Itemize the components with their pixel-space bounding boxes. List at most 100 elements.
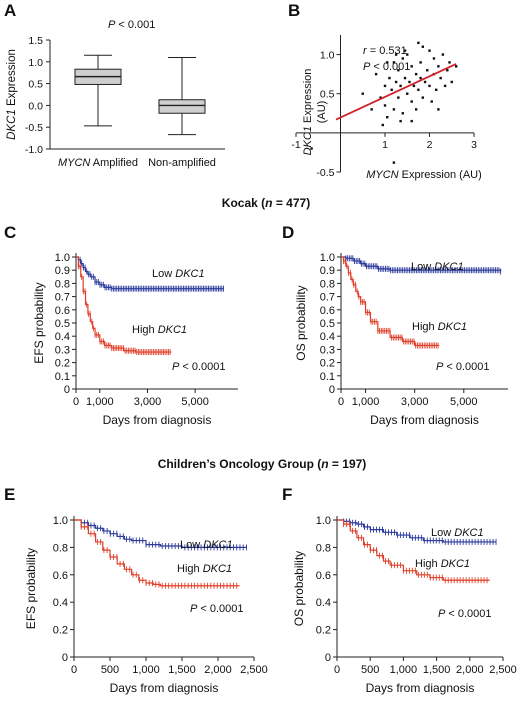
scatter-point bbox=[430, 100, 433, 103]
x-tick-label: 500 bbox=[101, 664, 119, 676]
y-tick-label: 0.2 bbox=[55, 358, 70, 370]
scatter-point bbox=[403, 76, 407, 80]
panel-label-e: E bbox=[4, 485, 15, 504]
y-tick-label: 0.4 bbox=[320, 331, 335, 343]
y-tick-label: 0.2 bbox=[316, 625, 331, 637]
scatter-point bbox=[439, 76, 442, 80]
scatter-point bbox=[386, 116, 389, 119]
x-tick-label: 2,500 bbox=[489, 664, 517, 676]
y-tick-label: 0.0 bbox=[28, 100, 43, 112]
scatter-point bbox=[406, 92, 409, 95]
series-label-high: High DKC1 bbox=[132, 324, 187, 336]
scatter-point bbox=[310, 147, 313, 150]
category-label: MYCN Amplified bbox=[58, 157, 138, 169]
scatter-point bbox=[379, 96, 382, 99]
scatter-point bbox=[428, 49, 431, 52]
x-tick-label: 2,000 bbox=[204, 664, 232, 676]
x-axis-label: Days from diagnosis bbox=[103, 413, 212, 427]
x-tick-label: 1,000 bbox=[132, 664, 160, 676]
panel-label-f: F bbox=[282, 485, 292, 504]
x-tick-label: 2 bbox=[427, 139, 433, 151]
y-tick-label: -0.5 bbox=[316, 167, 334, 179]
scatter-point bbox=[410, 119, 413, 123]
scatter-point bbox=[399, 119, 402, 123]
scatter-point bbox=[397, 96, 400, 99]
y-tick-label: 0.6 bbox=[55, 305, 70, 317]
scatter-point bbox=[419, 61, 422, 64]
scatter-point bbox=[428, 84, 431, 88]
series-label-low: Low DKC1 bbox=[431, 527, 484, 539]
scatter-point bbox=[361, 92, 364, 95]
x-tick-label: -1 bbox=[291, 139, 300, 151]
y-tick-label: 0.3 bbox=[55, 344, 70, 356]
y-tick-label: 0 bbox=[64, 384, 70, 396]
y-axis-label: OS probability bbox=[292, 551, 306, 626]
scatter-point bbox=[406, 53, 409, 56]
km-curve-low bbox=[341, 256, 502, 272]
km-curve-high bbox=[74, 519, 240, 587]
x-tick-label: 3 bbox=[471, 139, 477, 151]
scatter-point bbox=[399, 84, 402, 88]
y-tick-label: 0 bbox=[325, 652, 331, 664]
scatter-point bbox=[414, 72, 418, 76]
series-label-low: Low DKC1 bbox=[180, 539, 233, 551]
y-tick-label: 0.7 bbox=[320, 292, 335, 304]
scatter-point bbox=[408, 80, 411, 84]
y-axis-label: EFS probability bbox=[32, 282, 46, 363]
scatter-point bbox=[434, 88, 438, 91]
y-tick-label: 0.5 bbox=[28, 79, 43, 91]
y-tick-label: 1.0 bbox=[320, 252, 335, 264]
y-tick-label: 0 bbox=[62, 652, 68, 664]
y-axis-label: EFS probability bbox=[24, 548, 38, 629]
p-value: P < 0.001 bbox=[363, 61, 410, 73]
x-tick-label: 3,000 bbox=[401, 396, 429, 408]
km-curve-high bbox=[341, 256, 440, 347]
y-tick-label: 0.6 bbox=[53, 570, 68, 582]
y-tick-label: 0.6 bbox=[316, 570, 331, 582]
scatter-point bbox=[381, 123, 384, 127]
scatter-point bbox=[455, 65, 458, 68]
scatter-point bbox=[401, 57, 404, 60]
x-tick-label: 1,000 bbox=[86, 396, 114, 408]
scatter-point bbox=[383, 104, 387, 107]
series-label-high: High DKC1 bbox=[177, 563, 232, 575]
r-value: r = 0.531 bbox=[363, 45, 407, 57]
y-tick-label: 0 bbox=[329, 384, 335, 396]
panel-f: 0 0.2 0.4 0.6 0.8 1.0 0 500 1,000 1,500 2,000 2,500… bbox=[292, 515, 517, 695]
panel-e: 0 0.2 0.4 0.6 0.8 1.0 0 500 1,000 1,500 2,000 2,500… bbox=[24, 515, 268, 695]
x-tick-label: 500 bbox=[361, 664, 379, 676]
scatter-point bbox=[437, 65, 440, 68]
y-tick-label: 1.0 bbox=[316, 515, 331, 527]
scatter-point bbox=[410, 100, 413, 103]
scatter-point bbox=[417, 41, 420, 45]
y-axis-label: DKC1 Expression bbox=[302, 69, 314, 156]
p-value: P < 0.0001 bbox=[438, 608, 492, 620]
x-axis-label: Days from diagnosis bbox=[110, 681, 219, 695]
panel-d: 00.10.20.30.40.50.60.70.80.91.00 1,000 3,0… bbox=[294, 252, 508, 427]
y-tick-label: 0.2 bbox=[53, 625, 68, 637]
panel-a: -1.0 -0.5 0.0 0.5 1.0 1.5 DKC1 Expression P < 0… bbox=[6, 19, 225, 169]
panel-b: -1 1 2 3 -0.5 0.5 1.0 r = 0.531 P < 0.001 DKC1 Ex… bbox=[291, 35, 482, 181]
scatter-point bbox=[437, 108, 440, 111]
category-label: Non-amplified bbox=[148, 157, 216, 169]
scatter-point bbox=[443, 84, 447, 88]
scatter-point bbox=[423, 80, 427, 84]
scatter-point bbox=[390, 88, 393, 91]
panel-label-d: D bbox=[282, 223, 294, 242]
scatter-point bbox=[394, 80, 398, 84]
y-tick-label: 0.5 bbox=[55, 318, 70, 330]
y-tick-label: 0.9 bbox=[55, 265, 70, 277]
y-tick-label: 1.0 bbox=[55, 252, 70, 264]
x-tick-label: 1 bbox=[382, 139, 388, 151]
panel-label-b: B bbox=[288, 1, 300, 20]
p-value: P < 0.0001 bbox=[190, 603, 244, 615]
x-tick-label: 0 bbox=[334, 664, 340, 676]
scatter-point bbox=[419, 76, 422, 80]
scatter-point bbox=[421, 45, 425, 48]
y-tick-label: 0.5 bbox=[320, 318, 335, 330]
x-tick-label: 3,000 bbox=[134, 396, 162, 408]
x-tick-label: 1,500 bbox=[423, 664, 451, 676]
series-label-low: Low DKC1 bbox=[411, 261, 464, 273]
scatter-point bbox=[392, 61, 396, 64]
